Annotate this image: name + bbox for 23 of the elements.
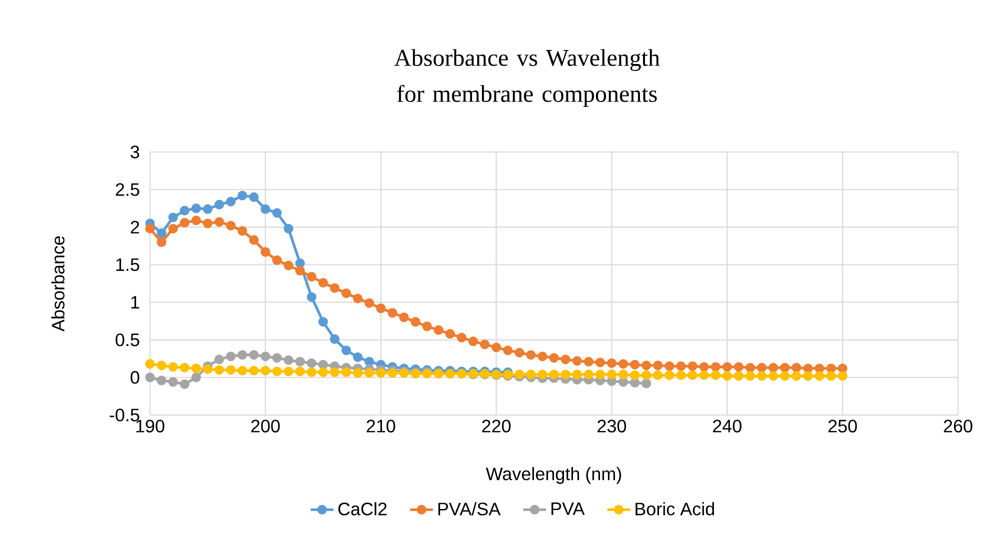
x-tick-label: 210: [366, 420, 396, 432]
y-tick-label: 0: [130, 371, 140, 384]
x-axis-title: Wavelength (nm): [486, 467, 622, 484]
y-tick-label: 2: [130, 220, 140, 234]
x-tick-label: 230: [598, 420, 626, 432]
y-tick-label: 1: [131, 296, 140, 308]
x-tick-label: 190: [136, 420, 164, 432]
x-tick-label: 250: [828, 420, 857, 432]
x-tick-label: 220: [482, 420, 511, 432]
y-axis-title: Absorbance: [51, 236, 64, 332]
x-tick-label: 260: [944, 420, 972, 432]
y-tick-label: 0.5: [116, 333, 140, 346]
legend-label: PVA/SA: [438, 502, 501, 516]
legend-label: CaCl2: [338, 502, 387, 516]
x-tick-label: 200: [251, 420, 280, 432]
legend-label: Boric Acid: [636, 502, 714, 516]
legend-label: PVA: [552, 502, 585, 515]
y-tick-label: 2.5: [116, 183, 140, 196]
y-tick-label: -0.5: [110, 408, 140, 422]
y-tick-label: 1.5: [116, 258, 140, 271]
y-tick-label: 3: [130, 146, 140, 158]
chart-title: Absorbance vs Wavelength for membrane components: [394, 49, 660, 107]
x-tick-label: 240: [713, 420, 742, 432]
